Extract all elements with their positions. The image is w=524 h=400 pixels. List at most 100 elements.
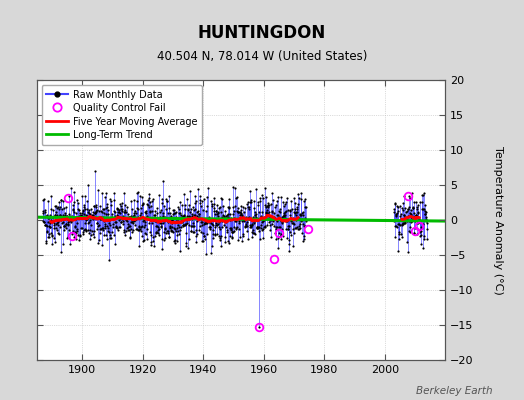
Point	[151, 212, 159, 218]
Point	[146, 208, 155, 214]
Point	[134, 227, 143, 233]
Point	[188, 212, 196, 219]
Point	[405, 228, 413, 235]
Point	[155, 216, 163, 222]
Point	[250, 218, 259, 224]
Point	[130, 208, 139, 214]
Point	[48, 241, 56, 247]
Point	[74, 200, 82, 206]
Point	[159, 178, 168, 184]
Point	[221, 215, 230, 221]
Point	[192, 232, 200, 239]
Point	[419, 206, 427, 212]
Point	[420, 236, 428, 242]
Point	[417, 241, 425, 248]
Point	[148, 216, 157, 222]
Point	[256, 198, 265, 204]
Point	[141, 210, 150, 216]
Point	[257, 209, 266, 215]
Point	[408, 212, 416, 219]
Point	[267, 215, 275, 221]
Point	[198, 219, 206, 225]
Point	[133, 226, 141, 232]
Point	[290, 194, 298, 201]
Point	[126, 214, 134, 220]
Point	[242, 214, 250, 220]
Point	[102, 203, 111, 210]
Point	[391, 200, 399, 206]
Point	[129, 212, 137, 219]
Point	[135, 223, 144, 230]
Point	[164, 219, 172, 225]
Point	[57, 249, 66, 256]
Point	[209, 231, 217, 237]
Point	[140, 222, 149, 228]
Point	[285, 248, 293, 254]
Point	[277, 194, 285, 200]
Point	[146, 208, 154, 215]
Point	[148, 220, 156, 226]
Point	[260, 214, 268, 220]
Point	[281, 200, 289, 207]
Point	[125, 213, 133, 220]
Point	[70, 189, 79, 195]
Point	[160, 214, 169, 220]
Point	[272, 212, 281, 219]
Point	[95, 222, 103, 229]
Point	[242, 221, 250, 227]
Point	[228, 234, 236, 240]
Point	[287, 217, 295, 224]
Point	[40, 206, 49, 213]
Point	[391, 212, 400, 218]
Point	[62, 225, 70, 232]
Point	[285, 237, 293, 244]
Point	[132, 210, 140, 216]
Point	[49, 218, 58, 224]
Point	[196, 200, 204, 206]
Point	[414, 220, 422, 226]
Point	[149, 234, 157, 240]
Point	[155, 214, 163, 220]
Point	[148, 196, 157, 202]
Point	[40, 219, 48, 226]
Point	[290, 224, 299, 231]
Point	[104, 217, 113, 224]
Point	[218, 218, 226, 224]
Point	[405, 204, 413, 210]
Point	[299, 238, 307, 244]
Point	[279, 199, 287, 205]
Point	[89, 216, 97, 222]
Point	[177, 216, 185, 222]
Point	[196, 197, 204, 203]
Point	[406, 210, 414, 216]
Point	[215, 204, 224, 210]
Point	[223, 227, 231, 233]
Point	[199, 230, 207, 236]
Point	[166, 223, 174, 229]
Point	[52, 225, 60, 231]
Point	[248, 228, 257, 235]
Point	[183, 220, 191, 226]
Point	[227, 224, 236, 231]
Point	[212, 220, 220, 226]
Point	[184, 207, 192, 213]
Point	[209, 226, 217, 233]
Point	[168, 220, 176, 226]
Point	[70, 229, 79, 235]
Point	[223, 214, 231, 221]
Point	[284, 206, 292, 213]
Point	[197, 203, 205, 209]
Point	[407, 219, 415, 225]
Point	[80, 227, 88, 233]
Point	[47, 216, 55, 223]
Point	[196, 229, 205, 236]
Point	[391, 223, 400, 230]
Point	[411, 213, 420, 220]
Point	[163, 230, 172, 236]
Point	[183, 206, 192, 213]
Point	[52, 203, 61, 210]
Point	[291, 216, 300, 223]
Point	[278, 214, 286, 220]
Point	[86, 222, 95, 228]
Point	[392, 213, 400, 220]
